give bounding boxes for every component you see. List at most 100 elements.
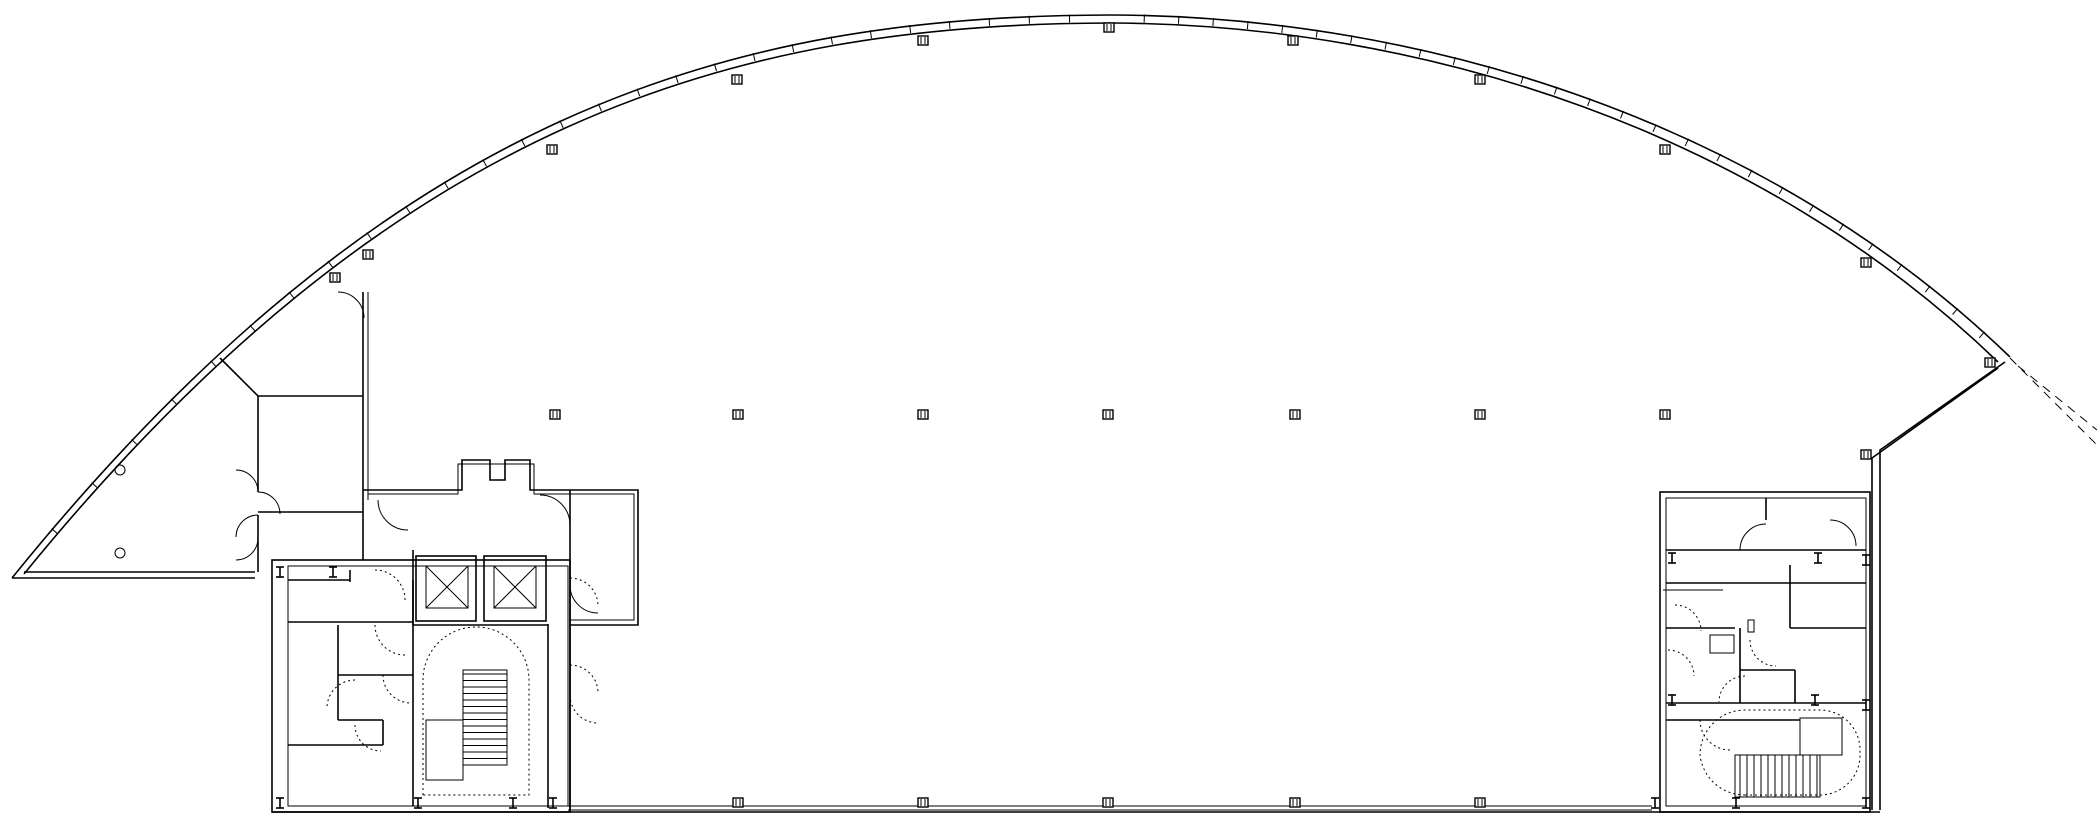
mullion-33 [1315, 29, 1318, 38]
mullion-38 [1486, 65, 1490, 74]
wall-marker-2 [329, 566, 337, 578]
mullion-30 [1212, 18, 1214, 27]
mullion-23 [909, 24, 912, 34]
wall-marker-6 [549, 797, 557, 809]
mullion-43 [1652, 124, 1657, 132]
mullion-46 [1747, 169, 1753, 178]
column-21 [917, 797, 929, 808]
mullion-12 [482, 159, 488, 167]
mullion-40 [1553, 86, 1558, 95]
wall-marker-5 [509, 797, 517, 809]
mullion-3 [131, 439, 138, 446]
mullion-11 [443, 181, 449, 189]
mullion-53 [1952, 308, 1959, 315]
column-1 [549, 409, 561, 420]
mullion-52 [1924, 285, 1931, 293]
column-13 [1103, 22, 1115, 33]
mullion-22 [869, 30, 872, 39]
mullion-34 [1350, 35, 1353, 44]
mullion-35 [1384, 41, 1388, 50]
column-14 [1287, 35, 1299, 46]
mullion-18 [713, 63, 718, 72]
column-3 [917, 409, 929, 420]
mullion-17 [675, 75, 679, 84]
west-wing [114, 291, 369, 572]
mullion-47 [1778, 186, 1784, 195]
column-6 [1474, 409, 1486, 420]
mullion-39 [1520, 75, 1524, 84]
column-4 [1102, 409, 1114, 420]
structural-columns [329, 22, 1996, 808]
wall-marker-1 [276, 566, 284, 578]
column-15 [1474, 74, 1486, 85]
mullion-8 [327, 260, 334, 268]
column-19 [1860, 449, 1872, 460]
east-stair [1699, 709, 1861, 798]
mullion-1 [51, 528, 59, 535]
wall-marker-4 [414, 797, 422, 809]
mullion-7 [288, 291, 295, 299]
elevator-1 [415, 555, 477, 622]
column-9 [362, 249, 374, 260]
west-stair [422, 626, 530, 796]
column-22 [1102, 797, 1114, 808]
mullion-48 [1809, 204, 1815, 213]
mullion-14 [559, 120, 564, 128]
mullion-50 [1868, 243, 1874, 251]
column-16 [1659, 144, 1671, 155]
column-24 [1474, 797, 1486, 808]
mullion-42 [1620, 110, 1624, 119]
wall-marker-13 [1668, 694, 1676, 706]
wall-marker-9 [1862, 797, 1870, 809]
east-wall [1871, 361, 2006, 810]
mullion-32 [1281, 24, 1284, 33]
mullion-37 [1452, 56, 1456, 65]
column-23 [1289, 797, 1301, 808]
wall-marker-11 [1814, 552, 1822, 564]
column-8 [329, 272, 341, 283]
mullion-10 [405, 205, 411, 214]
column-17 [1860, 257, 1872, 268]
mullion-19 [752, 53, 756, 62]
column-18 [1984, 357, 1996, 368]
mullion-36 [1418, 48, 1422, 57]
wall-marker-10 [1668, 552, 1676, 564]
column-10 [546, 144, 558, 155]
mullion-54 [1978, 331, 1985, 339]
wall-marker-8 [1732, 797, 1740, 809]
mullion-25 [988, 17, 991, 26]
mullion-5 [210, 360, 217, 367]
mullion-45 [1716, 153, 1721, 162]
mullion-41 [1587, 98, 1591, 107]
wall-marker-7 [1651, 797, 1659, 809]
mullion-15 [597, 103, 602, 112]
mullion-51 [1896, 263, 1903, 271]
mullion-6 [249, 324, 256, 332]
mullion-2 [91, 482, 98, 489]
mullion-4 [170, 398, 178, 405]
wall-marker-14 [1862, 699, 1870, 711]
mullion-20 [791, 44, 795, 53]
wall-marker-15 [1862, 554, 1870, 566]
wall-markers [276, 552, 1870, 809]
mullion-9 [366, 232, 372, 240]
elevator-2 [483, 555, 547, 622]
mullion-24 [948, 20, 951, 29]
column-5 [1289, 409, 1301, 420]
mullion-21 [830, 36, 833, 45]
column-11 [731, 74, 743, 85]
curved-facade [11, 14, 2097, 579]
east-core [1659, 491, 1871, 813]
column-20 [732, 797, 744, 808]
facade-mullions [51, 14, 1985, 535]
wall-marker-12 [1811, 694, 1819, 706]
mullion-49 [1838, 223, 1845, 231]
mullion-44 [1684, 138, 1689, 147]
mullion-13 [520, 138, 526, 147]
mullion-16 [636, 88, 641, 97]
column-7 [1659, 409, 1671, 420]
mullion-31 [1246, 21, 1249, 30]
wall-marker-3 [276, 797, 284, 809]
column-12 [917, 35, 929, 46]
